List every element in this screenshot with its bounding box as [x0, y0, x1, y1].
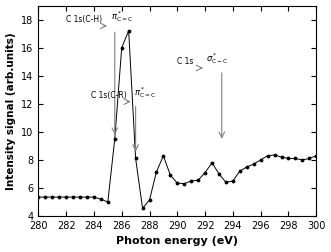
Text: $\sigma^*_{\mathregular{C-C}}$: $\sigma^*_{\mathregular{C-C}}$: [207, 51, 229, 66]
Text: C 1s(C-R): C 1s(C-R): [91, 90, 127, 100]
Y-axis label: Intensity signal (arb.units): Intensity signal (arb.units): [6, 32, 16, 190]
X-axis label: Photon energy (eV): Photon energy (eV): [116, 236, 238, 246]
Text: C 1s(C-H): C 1s(C-H): [66, 15, 102, 24]
Text: $\pi^*_{\mathregular{C=C}}$: $\pi^*_{\mathregular{C=C}}$: [111, 9, 133, 24]
Text: $\pi^*_{\mathregular{C=C}}$: $\pi^*_{\mathregular{C=C}}$: [134, 85, 156, 100]
Text: C 1s: C 1s: [177, 57, 194, 66]
